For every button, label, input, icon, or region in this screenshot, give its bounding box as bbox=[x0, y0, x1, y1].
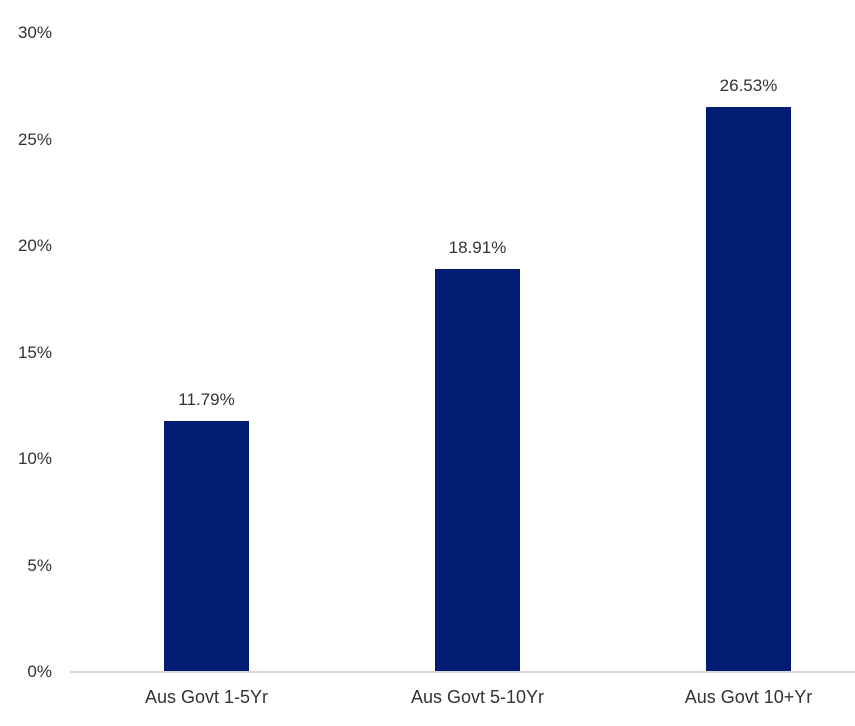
y-tick-label: 30% bbox=[17, 23, 52, 42]
value-label: 18.91% bbox=[448, 238, 507, 258]
value-label: 26.53% bbox=[719, 75, 778, 95]
y-tick-label: 10% bbox=[17, 449, 52, 468]
bar-0 bbox=[164, 420, 249, 672]
y-tick-label: 5% bbox=[27, 555, 52, 575]
category-label: Aus Govt 10+Yr bbox=[684, 687, 813, 707]
y-tick-label: 15% bbox=[17, 342, 52, 362]
category-label: Aus Govt 1-5Yr bbox=[144, 687, 269, 707]
y-tick-label: 0% bbox=[27, 662, 52, 681]
x-axis-line bbox=[70, 671, 855, 673]
value-label: 11.79% bbox=[178, 389, 235, 409]
y-tick-label: 20% bbox=[17, 236, 52, 255]
y-tick-label: 25% bbox=[17, 129, 52, 149]
bar-2 bbox=[706, 106, 791, 672]
bar-1 bbox=[435, 269, 520, 672]
category-label: Aus Govt 5-10Yr bbox=[410, 687, 545, 707]
